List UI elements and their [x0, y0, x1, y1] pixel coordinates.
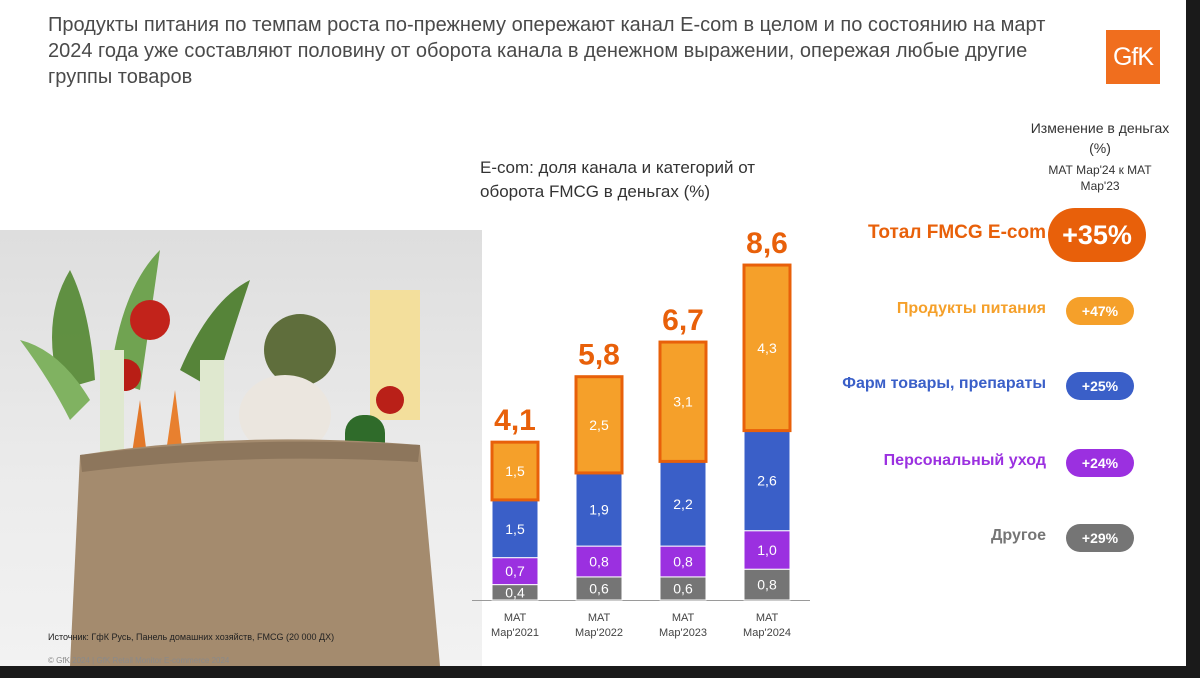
copyright-note: © GfK 2024 | GfK Retail Monitor E-commer…	[48, 656, 230, 665]
segment-value-label: 2,2	[673, 496, 693, 512]
chart-title: E-com: доля канала и категорий от оборот…	[480, 156, 780, 204]
legend-category-label: Продукты питания	[896, 300, 1046, 317]
bar-segment	[575, 545, 623, 578]
change-header-title: Изменение в деньгах (%)	[1030, 120, 1170, 156]
segment-value-label: 2,6	[757, 473, 777, 489]
source-note: Источник: ГфК Русь, Панель домашних хозя…	[48, 632, 335, 642]
x-tick-label: МАТ	[504, 612, 527, 624]
bar-segment	[742, 263, 792, 433]
segment-value-label: 3,1	[673, 394, 693, 410]
x-tick-label: Мар'2023	[659, 627, 707, 639]
segment-value-label: 0,4	[505, 584, 525, 600]
change-badge: +24%	[1066, 449, 1134, 477]
legend-category-label: Персональный уход	[883, 452, 1046, 469]
bar-total-label: 5,8	[578, 339, 620, 372]
segment-value-label: 1,9	[589, 502, 609, 518]
x-tick-label: МАТ	[672, 612, 695, 624]
segment-value-label: 1,5	[505, 463, 525, 479]
segment-value-label: 1,5	[505, 521, 525, 537]
bar-total-label: 6,7	[662, 304, 704, 337]
segment-value-label: 0,6	[673, 580, 693, 596]
legend-category-label: Тотал FMCG E-com	[867, 222, 1046, 243]
stacked-bar-chart: 0,4 0,7 1,5 1,5 4,1 МАТ Мар'2021 0,6 0,8 1,9 2,5 5,…	[472, 227, 810, 639]
segment-value-label: 4,3	[757, 340, 777, 356]
bar-segment	[491, 557, 539, 586]
slide: Продукты питания по темпам роста по-преж…	[0, 0, 1186, 666]
chart-title-text: E-com: доля канала и категорий от оборот…	[480, 158, 756, 201]
x-tick-label: Мар'2021	[491, 627, 539, 639]
bar-segment	[659, 460, 707, 547]
bar-segment	[575, 472, 623, 547]
gfk-logo: GfK	[1106, 30, 1160, 84]
grocery-bag-photo	[0, 230, 482, 666]
change-badge: +35%	[1048, 208, 1146, 262]
change-header-period: МАТ Мар'24 к МАТ Мар'23	[1048, 163, 1152, 193]
bar-segment	[743, 430, 791, 532]
segment-value-label: 0,6	[589, 580, 609, 596]
segment-value-label: 0,8	[757, 577, 777, 593]
x-tick-label: Мар'2022	[575, 627, 623, 639]
slide-headline: Продукты питания по темпам роста по-преж…	[48, 14, 1046, 88]
x-tick-label: МАТ	[756, 612, 779, 624]
change-badge: +47%	[1066, 297, 1134, 325]
bar-segment	[743, 568, 791, 601]
segment-value-label: 0,8	[589, 554, 609, 570]
bar-segment	[490, 440, 540, 502]
change-badge: +29%	[1066, 524, 1134, 552]
x-tick-label: Мар'2024	[743, 627, 791, 639]
change-column-header: Изменение в деньгах (%) МАТ Мар'24 к МАТ…	[1030, 118, 1170, 194]
change-badge: +25%	[1066, 372, 1134, 400]
segment-value-label: 1,0	[757, 542, 777, 558]
bar-total-label: 4,1	[494, 404, 536, 437]
legend-category-label: Фарм товары, препараты	[842, 375, 1046, 392]
bar-segment	[574, 375, 624, 475]
bar-total-label: 8,6	[746, 227, 788, 260]
bar-segment	[658, 340, 708, 463]
x-tick-label: МАТ	[588, 612, 611, 624]
legend-category-label: Другое	[991, 527, 1046, 544]
bar-segment	[491, 499, 539, 559]
segment-value-label: 2,5	[589, 417, 609, 433]
segment-value-label: 0,8	[673, 554, 693, 570]
segment-value-label: 0,7	[505, 563, 525, 579]
